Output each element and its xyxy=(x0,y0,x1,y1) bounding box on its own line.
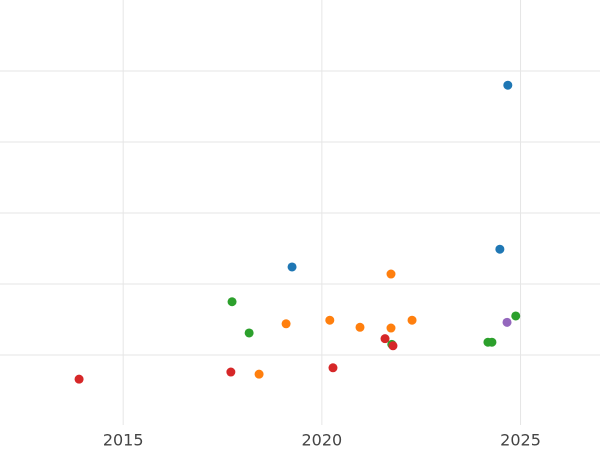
x-tick-label: 2025 xyxy=(500,431,541,450)
point xyxy=(325,315,335,325)
point xyxy=(355,322,365,332)
point xyxy=(502,317,512,327)
point xyxy=(74,374,84,384)
point xyxy=(281,319,291,329)
point xyxy=(328,363,338,373)
point xyxy=(244,328,254,338)
point xyxy=(287,262,297,272)
point xyxy=(511,311,521,321)
point xyxy=(388,341,398,351)
x-tick-label: 2020 xyxy=(301,431,342,450)
x-tick-label: 2015 xyxy=(103,431,144,450)
point xyxy=(495,244,505,254)
point xyxy=(380,334,390,344)
point xyxy=(386,323,396,333)
point xyxy=(386,269,396,279)
point xyxy=(254,369,264,379)
point xyxy=(226,367,236,377)
point xyxy=(227,297,237,307)
point xyxy=(407,315,417,325)
point xyxy=(487,337,497,347)
point xyxy=(503,80,513,90)
